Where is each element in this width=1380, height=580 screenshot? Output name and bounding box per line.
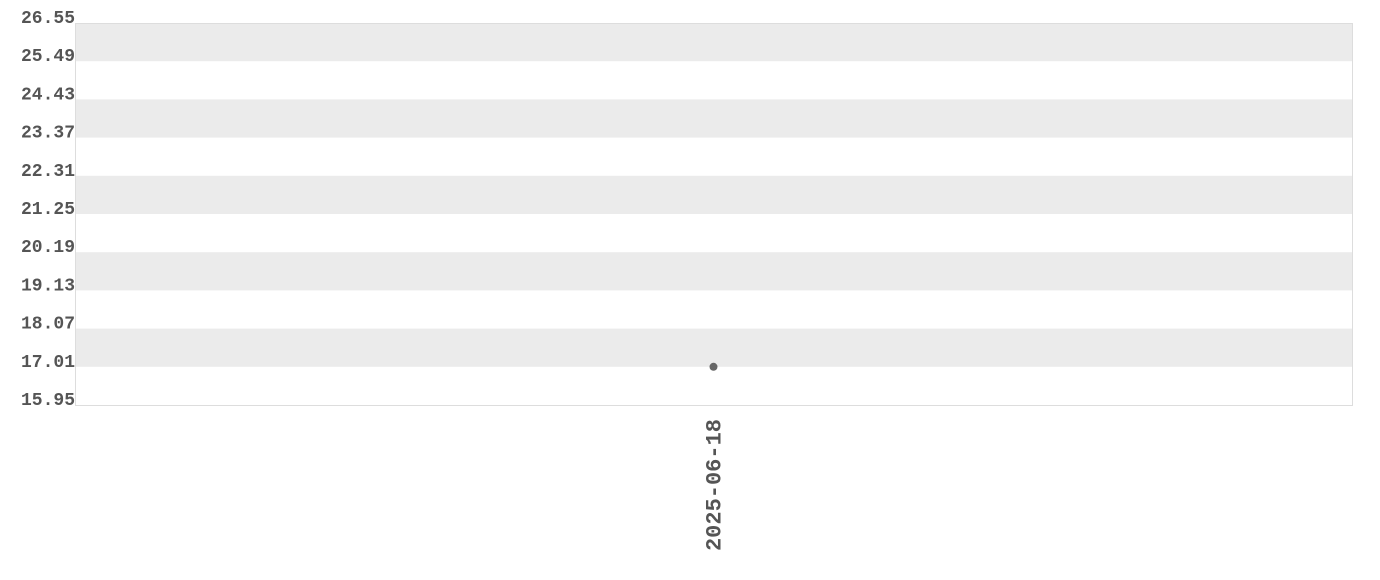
y-tick-label: 26.55 <box>21 9 75 29</box>
data-point[interactable] <box>709 362 718 371</box>
y-tick-label: 17.01 <box>21 353 75 373</box>
y-tick-label: 19.13 <box>21 276 75 296</box>
grid-bands <box>75 23 1352 367</box>
y-tick-label: 24.43 <box>21 85 75 105</box>
y-tick-label: 25.49 <box>21 47 75 67</box>
y-axis: 26.55 25.49 24.43 23.37 22.31 21.25 20.19 19.13… <box>21 9 75 411</box>
plot-area-border <box>75 23 1353 406</box>
y-tick-label: 21.25 <box>21 200 75 220</box>
x-tick-label: 2025-06-18 <box>703 419 728 551</box>
y-tick-label: 22.31 <box>21 162 75 182</box>
y-tick-label: 23.37 <box>21 124 75 144</box>
y-tick-label: 18.07 <box>21 315 75 335</box>
grid-band <box>75 252 1352 291</box>
grid-band <box>75 328 1352 367</box>
y-tick-label: 20.19 <box>21 238 75 258</box>
x-axis: 2025-06-18 <box>703 419 728 551</box>
grid-band <box>75 99 1352 138</box>
y-tick-label: 15.95 <box>21 391 75 411</box>
data-points <box>709 362 718 371</box>
grid-band <box>75 23 1352 62</box>
grid-band <box>75 175 1352 214</box>
